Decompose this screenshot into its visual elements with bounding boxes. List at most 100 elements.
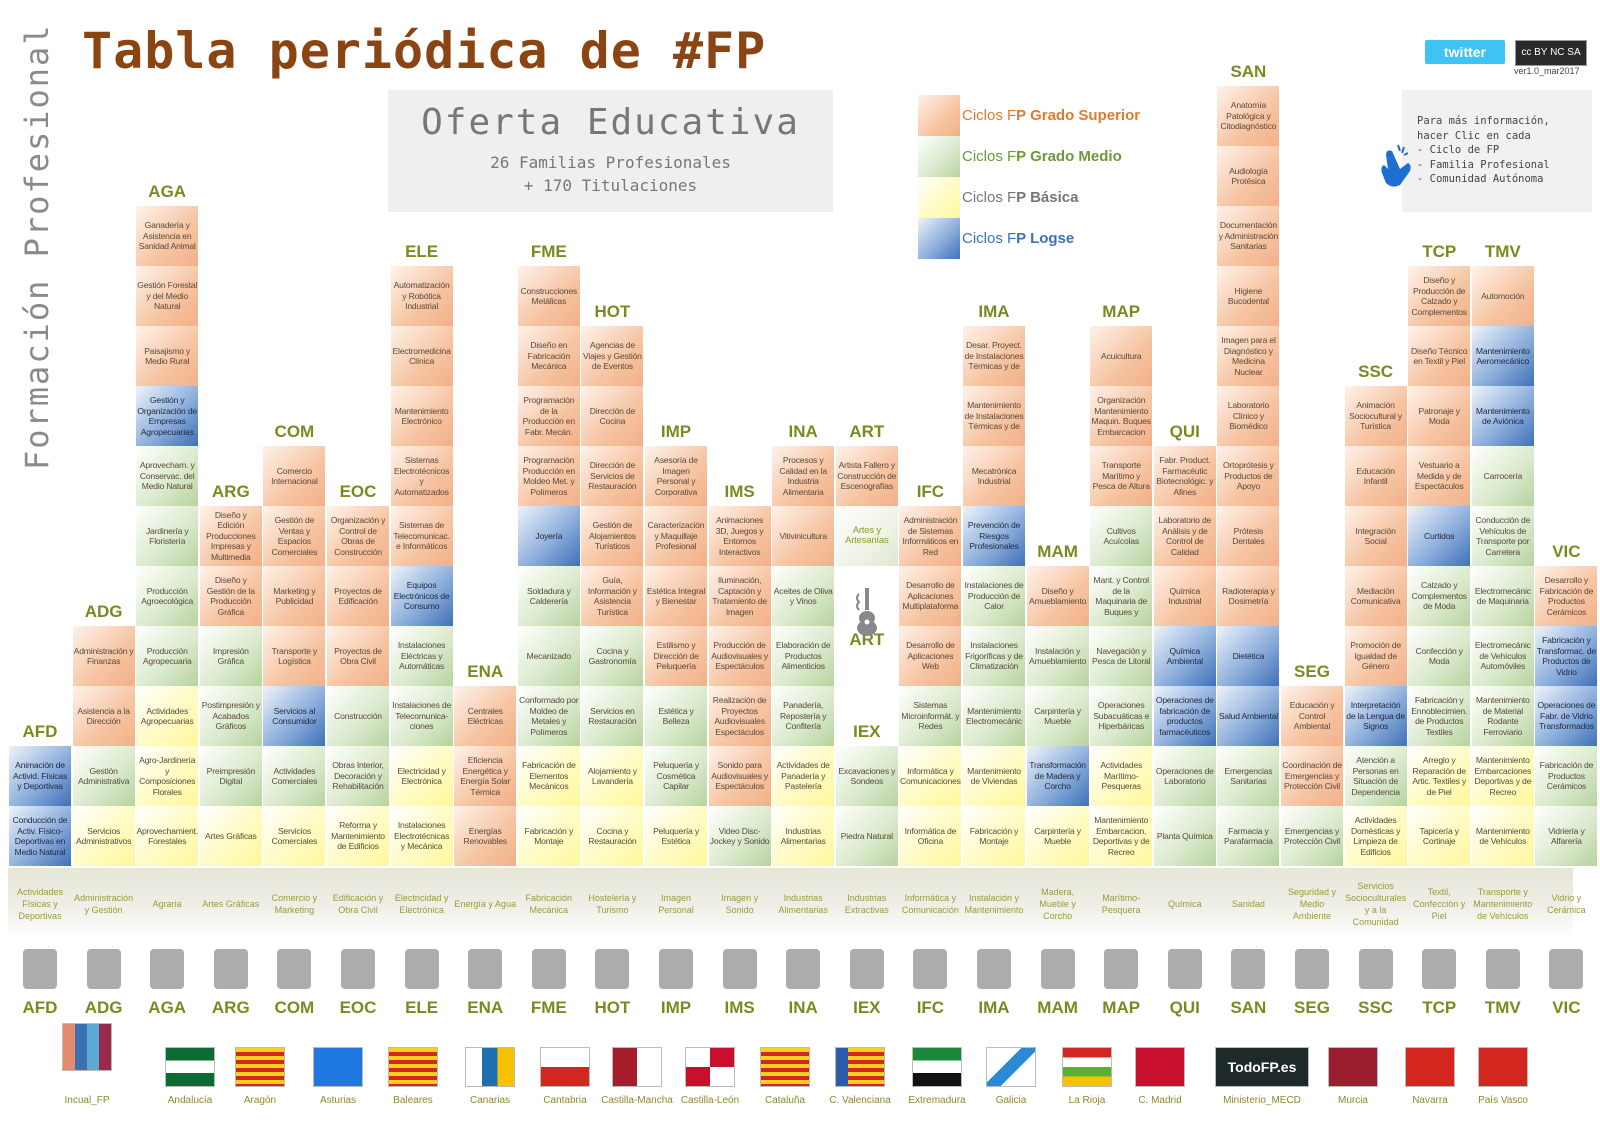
ciclo-cell[interactable]: Audiología Protésica [1217,146,1280,206]
family-code-aga[interactable]: AGA [148,998,187,1017]
ciclo-cell[interactable]: Acuicultura [1090,326,1153,386]
flag-castilla-mancha[interactable] [612,1047,662,1087]
flag-la-rioja[interactable] [1062,1047,1112,1087]
family-code-afd[interactable]: AFD [22,998,58,1017]
family-code-ele[interactable]: ELE [405,998,439,1017]
family-header-ifc[interactable]: IFC [916,482,945,501]
ciclo-cell[interactable]: Servicios en Restauración [581,686,644,746]
family-name-ifc[interactable]: Informática y Comunicación [901,893,959,915]
ciclo-cell[interactable]: Integración Social [1344,506,1407,566]
family-name-ima[interactable]: Instalación y Mantenimiento [964,893,1024,915]
ciclo-cell[interactable]: Instalaciones Eléctricas y Automáticas [390,626,453,686]
gears-icon[interactable] [518,946,580,992]
ciclo-cell[interactable]: Transformación de Madera y Corcho [1026,746,1089,806]
runner-icon[interactable] [9,946,71,992]
ciclo-cell[interactable]: Vestuario a Medida y de Espectáculos [1408,446,1471,506]
ciclo-cell[interactable]: Aprovecham. y Conservac. del Medio Natur… [136,446,199,506]
ciclo-cell[interactable]: Asesoría de Imagen Personal y Corporativ… [645,446,707,506]
ciclo-cell[interactable]: Industrias Alimentarias [772,806,835,866]
ciclo-cell[interactable]: Mantenimiento de Instalaciones Térmicas … [963,386,1025,446]
chart-icon[interactable] [73,946,135,992]
ciclo-cell[interactable]: Higiene Bucodental [1217,266,1280,326]
ciclo-cell[interactable]: Panadería, Repostería y Confitería [772,686,835,746]
art-cell[interactable]: Artista Fallero y Construcción de Esceno… [835,446,898,506]
family-code-ena[interactable]: ENA [467,998,504,1017]
ciclo-cell[interactable]: Fabricación y Montaje [963,806,1025,866]
region-label[interactable]: La Rioja [1068,1095,1106,1106]
ciclo-cell[interactable]: Atención a Personas en Situación de Depe… [1344,746,1407,806]
ciclo-cell[interactable]: Emergencias y Protección Civil [1281,806,1343,866]
ciclo-cell[interactable]: Coordinación de Emergencias y Protección… [1281,746,1343,806]
ciclo-cell[interactable]: Electromecánic de Vehículos Automóviles [1471,626,1534,686]
doctor-icon[interactable] [1217,946,1279,992]
family-header-aga[interactable]: AGA [148,182,187,201]
ciclo-cell[interactable]: Video Disc-Jockey y Sonido [708,806,771,866]
ciclo-cell[interactable]: Gestión y Organización de Empresas Agrop… [136,386,199,446]
water-icon[interactable] [454,946,516,992]
plug-icon[interactable] [391,946,453,992]
machine-icon[interactable] [963,946,1025,992]
ciclo-cell[interactable]: Vidriería y Alfarería [1535,806,1598,866]
ciclo-cell[interactable]: Proyectos de Edificación [327,566,389,626]
sheep-icon[interactable] [136,946,198,992]
ciclo-cell[interactable]: Mantenimiento de Material Rodante Ferrov… [1471,686,1534,746]
family-header-ims[interactable]: IMS [724,482,755,501]
ciclo-cell[interactable]: Prevención de Riesgos Profesionales [963,506,1025,566]
family-header-vic[interactable]: VIC [1552,542,1581,561]
ciclo-cell[interactable]: Mediación Comunicativa [1344,566,1407,626]
ciclo-cell[interactable]: Actividades Comerciales [263,746,326,806]
family-name-vic[interactable]: Vidrio y Cerámica [1547,893,1586,915]
ciclo-cell[interactable]: Tapicería y Cortinaje [1408,806,1471,866]
family-name-ssc[interactable]: Servicios Socioculturales y a la Comunid… [1345,881,1407,927]
ciclo-cell[interactable]: Dietética [1217,626,1280,686]
ciclo-cell[interactable]: Joyería [517,506,580,566]
ciclo-cell[interactable]: Imagen para el Diagnóstico y Medicina Nu… [1217,326,1280,386]
region-label[interactable]: Navarra [1412,1095,1448,1106]
ciclo-cell[interactable]: Ganadería y Asistencia en Sanidad Animal [136,206,199,266]
ciclo-cell[interactable]: Operaciones de fabricación de productos … [1153,686,1216,746]
ciclo-cell[interactable]: Conducción de Activ. Físico-Deportivas e… [9,806,71,866]
ciclo-cell[interactable]: Estilismo y Dirección de Peluquería [645,626,707,686]
ciclo-cell[interactable]: Informática y Comunicaciones [899,746,962,806]
family-header-iex[interactable]: IEX [853,722,881,741]
family-header-ina[interactable]: INA [788,422,818,441]
ciclo-cell[interactable]: Preimpresión Digital [199,746,262,806]
family-header-qui[interactable]: QUI [1169,422,1200,441]
ciclo-cell[interactable]: Producción Agroecológica [136,566,199,626]
region-label[interactable]: Canarias [469,1095,511,1106]
flag-pa-s-vasco[interactable] [1478,1047,1528,1087]
ciclo-cell[interactable]: Actividades de Panadería y Pastelería [772,746,835,806]
ciclo-cell[interactable]: Organización Mantenimiento Maquin. Buque… [1090,386,1153,446]
ciclo-cell[interactable]: Eficiencia Energética y Energía Solar Té… [454,746,517,806]
ciclo-cell[interactable]: Paisajismo y Medio Rural [136,326,199,386]
family-code-ina[interactable]: INA [788,998,818,1017]
family-code-eoc[interactable]: EOC [339,998,377,1017]
family-code-ims[interactable]: IMS [724,998,755,1017]
ciclo-cell[interactable]: Dirección de Servicios de Restauración [581,446,644,506]
ciclo-cell[interactable]: Peluquería y Estética [645,806,707,866]
ciclo-cell[interactable]: Prótesis Dentales [1217,506,1280,566]
creative-commons-license-icon[interactable]: cc BY NC SA [1515,40,1587,66]
ciclo-cell[interactable]: Laboratorio Clínico y Biomédico [1217,386,1280,446]
ciclo-cell[interactable]: Educación y Control Ambiental [1281,686,1343,746]
family-name-com[interactable]: Comercio y Marketing [271,893,318,915]
family-name-seg[interactable]: Seguridad y Medio Ambiente [1287,887,1337,921]
family-code-tmv[interactable]: TMV [1484,998,1521,1017]
flag-castilla-le-n[interactable] [685,1047,735,1087]
ciclo-cell[interactable]: Electricidad y Electrónica [390,746,453,806]
region-label[interactable]: Asturias [319,1095,357,1106]
ciclo-cell[interactable]: Caracterización y Maquillaje Profesional [645,506,707,566]
ciclo-cell[interactable]: Asistencia a la Dirección [72,686,135,746]
family-name-hot[interactable]: Hostelería y Turismo [588,893,637,915]
ciclo-cell[interactable]: Radioterapia y Dosimetría [1217,566,1280,626]
ciclo-cell[interactable]: Cultivos Acuícolas [1090,506,1153,566]
family-icon[interactable] [1345,946,1407,992]
flask-icon[interactable] [1154,946,1216,992]
ciclo-cell[interactable]: Desarrollo de Aplicaciones Web [899,626,962,686]
ciclo-cell[interactable]: Planta Química [1153,806,1216,866]
art-cell[interactable]: Artes y Artesanías [835,506,898,566]
family-code-imp[interactable]: IMP [660,998,692,1017]
ciclo-cell[interactable]: Gestión Administrativa [72,746,135,806]
family-code-mam[interactable]: MAM [1037,998,1078,1017]
family-header-imp[interactable]: IMP [660,422,692,441]
